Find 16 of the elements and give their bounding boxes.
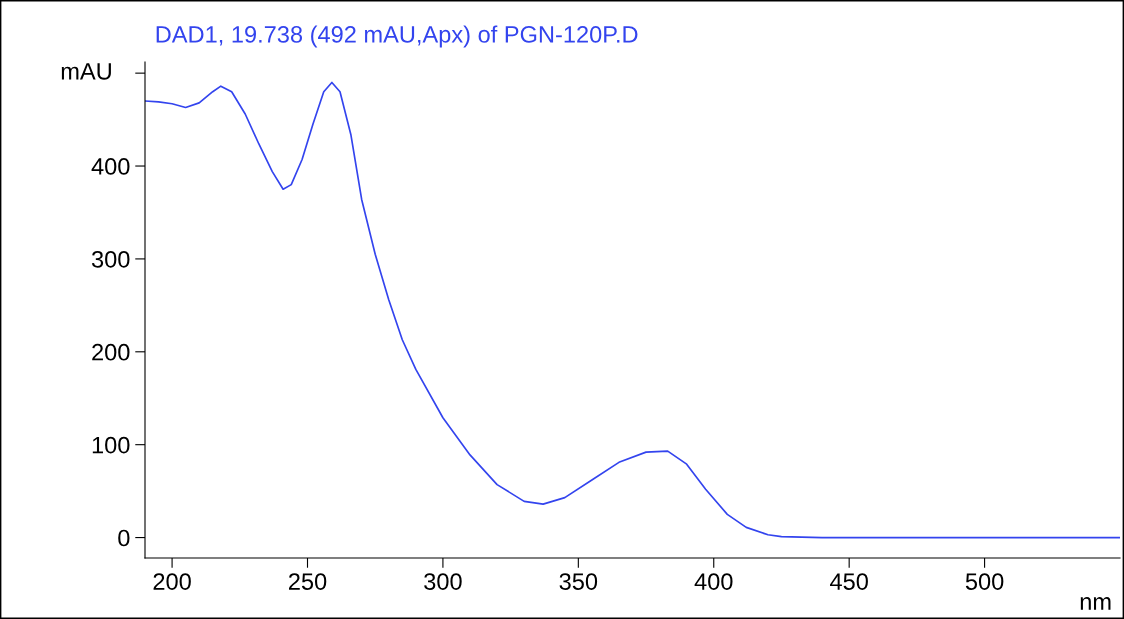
x-tick-label: 350 — [559, 573, 598, 590]
y-tick-label: 200 — [92, 343, 130, 361]
x-axis-title: nm — [1080, 597, 1111, 610]
x-tick-label: 300 — [424, 573, 462, 590]
y-axis-title: mAU — [61, 63, 111, 80]
y-tick-label: 400 — [91, 158, 130, 175]
x-tick-label: 200 — [153, 573, 191, 590]
y-tick-label: 300 — [91, 250, 130, 268]
y-tick-label: 0 — [118, 529, 130, 547]
y-tick-label: 100 — [92, 436, 130, 454]
x-tick-label: 500 — [965, 573, 1004, 590]
line-series — [145, 81, 1120, 539]
x-tick-label: 400 — [694, 573, 733, 590]
chart-title: DAD1, 19.738 (492 mAU,Apx) of PGN-120P.D — [156, 25, 638, 48]
x-tick-label: 250 — [288, 573, 327, 590]
x-tick-label: 450 — [830, 573, 868, 590]
